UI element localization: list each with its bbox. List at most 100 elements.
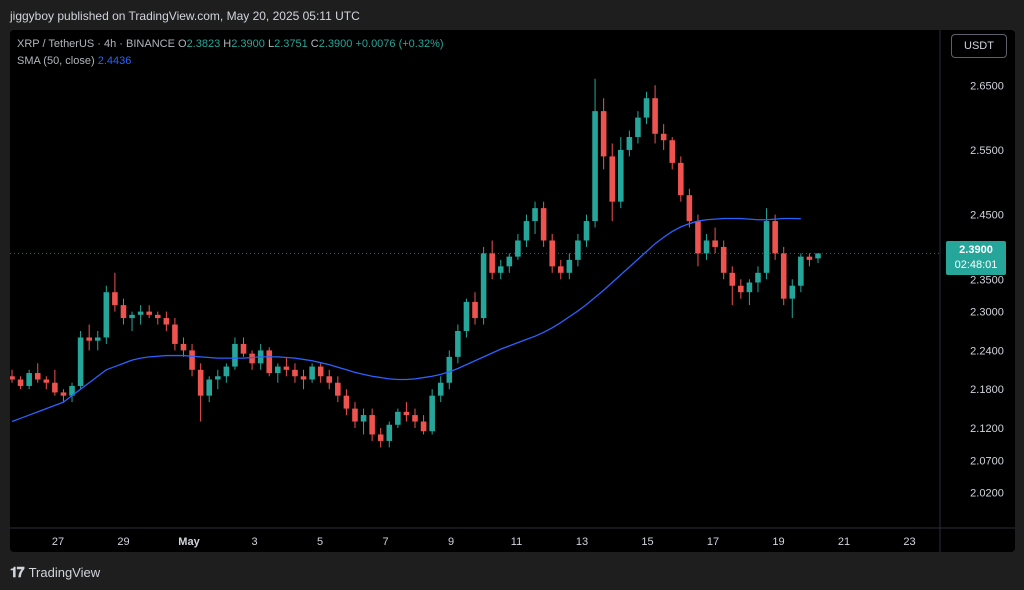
candle-body xyxy=(317,366,324,377)
candle-body xyxy=(695,221,701,254)
top-bar: jiggyboy published on TradingView.com, M… xyxy=(0,0,1024,30)
close-label: C xyxy=(310,38,319,50)
high-value: 2.3900 xyxy=(231,38,265,50)
candle-body xyxy=(335,382,341,396)
candle-body xyxy=(300,376,307,380)
candle-body xyxy=(489,253,495,273)
candle-body xyxy=(738,285,744,293)
candle-body xyxy=(506,256,513,267)
candle-body xyxy=(703,240,710,254)
candle-body xyxy=(146,311,152,315)
candle-body xyxy=(69,385,75,396)
y-tick-label: 2.3500 xyxy=(970,274,1004,286)
candle-body xyxy=(609,156,615,202)
candle-body xyxy=(635,117,641,137)
candle-body xyxy=(412,415,418,422)
candle-body xyxy=(292,369,298,377)
candle-body xyxy=(532,208,538,222)
candle-body xyxy=(206,379,212,396)
candle-body xyxy=(583,221,590,241)
sma-value: 2.4436 xyxy=(97,55,132,67)
candle-body xyxy=(660,133,667,141)
candle-body xyxy=(120,305,127,319)
candle-body xyxy=(446,356,453,383)
candle-body xyxy=(686,195,693,222)
candle-body xyxy=(575,240,581,260)
open-value: 2.3823 xyxy=(186,38,221,50)
candle-body xyxy=(815,253,821,259)
candle-body xyxy=(455,331,461,357)
candle-body xyxy=(652,98,658,134)
candle-body xyxy=(789,285,796,299)
candle-body xyxy=(197,369,204,396)
y-tick-label: 2.3000 xyxy=(970,307,1004,319)
y-tick-label: 2.0200 xyxy=(970,488,1004,500)
chart-panel[interactable]: 2.6500 2.5500 2.4500 2.3500 2.3000 2.2400 2.18… xyxy=(10,30,1015,552)
candlestick-chart[interactable]: 2.6500 2.5500 2.4500 2.3500 2.3000 2.2400 2.18… xyxy=(10,30,1015,552)
x-tick-label: 19 xyxy=(772,536,784,548)
x-tick-label: 15 xyxy=(641,536,653,548)
x-tick-label: 7 xyxy=(382,536,388,548)
candle-body xyxy=(129,314,135,319)
candle-body xyxy=(343,395,350,409)
candle-body xyxy=(249,353,255,364)
candle-body xyxy=(463,301,470,331)
currency-button[interactable]: USDT xyxy=(951,34,1007,58)
low-label: L xyxy=(267,38,275,50)
candle-body xyxy=(309,366,315,380)
bar-countdown: 02:48:01 xyxy=(954,259,998,271)
footer: 𝟏𝟕 TradingView xyxy=(10,564,100,581)
candle-body xyxy=(377,434,384,441)
candle-body xyxy=(515,240,521,257)
candle-body xyxy=(798,256,804,286)
candle-body xyxy=(352,408,358,422)
chart-legend: XRP / TetherUS · 4h · BINANCE O2.3823 H2… xyxy=(17,36,444,70)
candle-body xyxy=(566,259,573,273)
candle-body xyxy=(275,366,281,374)
x-tick-label: 11 xyxy=(511,536,522,548)
candle-body xyxy=(360,415,367,422)
candle-body xyxy=(154,314,161,319)
change-value: +0.0076 (+0.32%) xyxy=(355,38,444,50)
x-tick-label: 17 xyxy=(707,536,719,548)
candle-body xyxy=(746,282,753,293)
candle-body xyxy=(10,376,15,380)
y-tick-label: 2.1800 xyxy=(970,384,1004,396)
candle-body xyxy=(763,221,770,273)
candle-body xyxy=(472,301,478,319)
tradingview-logo-icon[interactable]: 𝟏𝟕 xyxy=(10,564,25,580)
close-value: 2.3900 xyxy=(318,38,353,50)
candle-body xyxy=(429,395,435,432)
candle-body xyxy=(806,256,813,260)
candle-body xyxy=(180,343,187,351)
candle-body xyxy=(678,162,684,196)
publisher-text: jiggyboy published on TradingView.com, M… xyxy=(10,9,360,23)
candle-body xyxy=(34,373,41,380)
x-tick-label: 27 xyxy=(52,536,64,548)
candle-body xyxy=(540,208,547,241)
candle-body xyxy=(437,382,444,396)
candle-body xyxy=(386,424,393,441)
candle-body xyxy=(480,253,487,319)
sma-label[interactable]: SMA (50, close) xyxy=(17,55,95,67)
symbol-label[interactable]: XRP / TetherUS · 4h · BINANCE xyxy=(17,38,175,50)
candle-body xyxy=(772,221,778,254)
high-label: H xyxy=(223,38,232,50)
x-tick-label: 5 xyxy=(317,536,323,548)
candle-body xyxy=(172,324,178,344)
candle-body xyxy=(369,415,375,435)
x-tick-label: 3 xyxy=(251,536,257,548)
candle-body xyxy=(720,246,727,273)
candle-body xyxy=(215,376,221,380)
candle-body xyxy=(618,149,624,202)
x-tick-label: 13 xyxy=(576,536,588,548)
candle-body xyxy=(94,337,101,341)
y-tick-label: 2.0700 xyxy=(970,455,1004,467)
x-tick-label: May xyxy=(178,536,200,548)
candle-body xyxy=(549,240,555,267)
last-price-tag: 2.3900 02:48:01 xyxy=(946,241,1006,275)
candle-body xyxy=(86,337,92,341)
brand-name[interactable]: TradingView xyxy=(28,565,101,580)
candle-body xyxy=(600,111,607,157)
candle-body xyxy=(60,392,67,396)
